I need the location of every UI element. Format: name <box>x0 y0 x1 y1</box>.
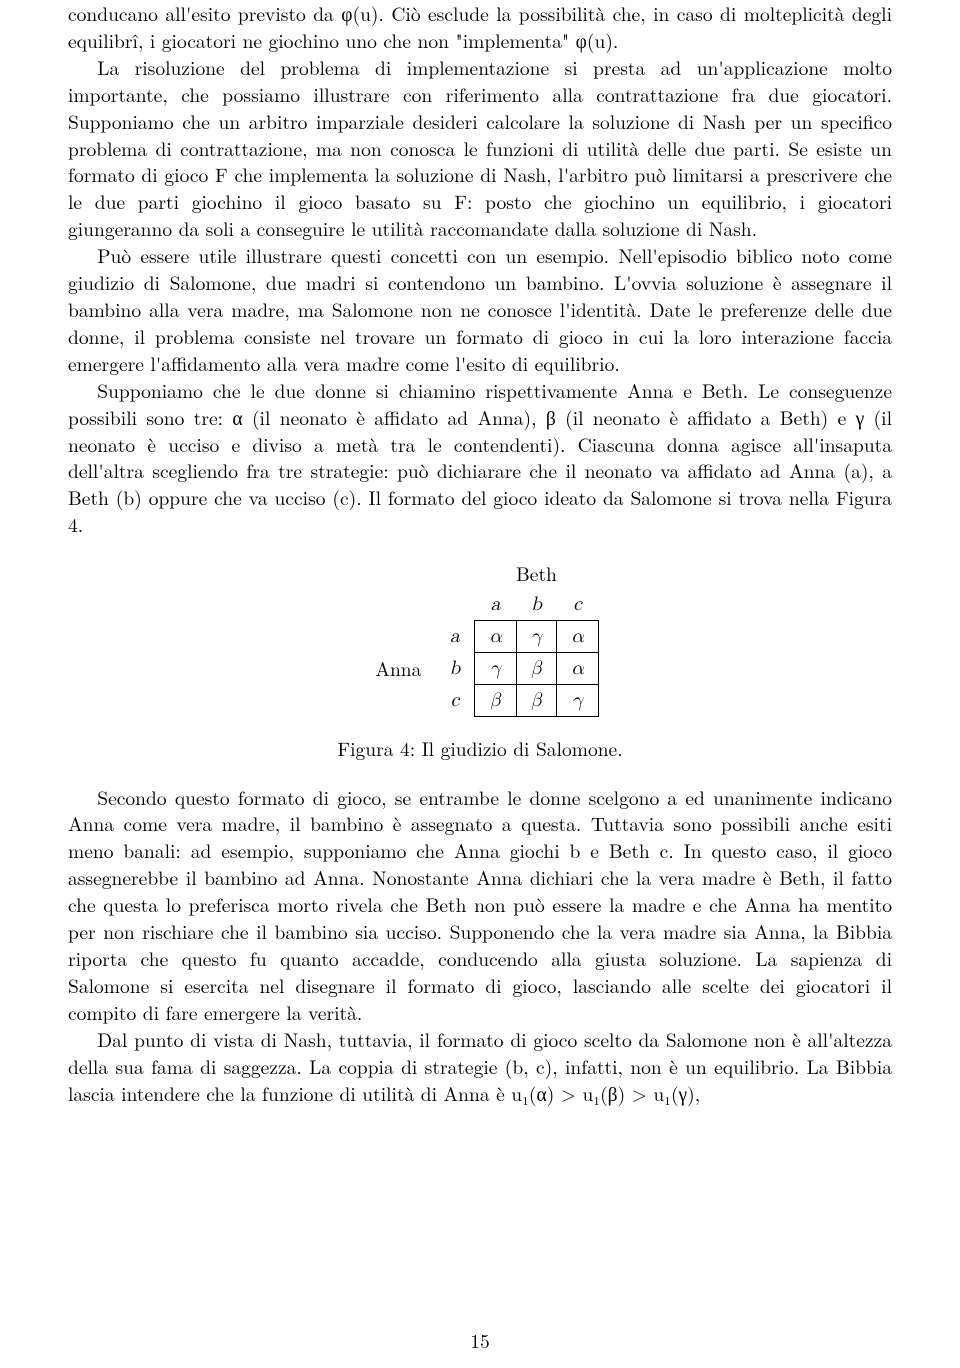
cell-0-2: α <box>557 620 599 652</box>
col-label-c: c <box>557 589 599 620</box>
paragraph-6: Dal punto di vista di Nash, tuttavia, il… <box>68 1026 892 1107</box>
paragraph-4: Supponiamo che le due donne si chiamino … <box>68 377 892 538</box>
cell-0-0: α <box>475 620 517 652</box>
col-player-label: Beth <box>475 558 598 589</box>
row-label-b: b <box>435 652 474 684</box>
cell-2-2: γ <box>557 684 599 716</box>
paragraph-3: Può essere utile illustrare questi conce… <box>68 242 892 377</box>
row-player-label: Anna <box>361 652 435 684</box>
figure-4-table-wrap: Beth a b c a α γ α Anna b γ β α <box>68 558 892 717</box>
paragraph-5: Secondo questo formato di gioco, se entr… <box>68 784 892 1026</box>
cell-1-0: γ <box>475 652 517 684</box>
figure-4-game-matrix: Beth a b c a α γ α Anna b γ β α <box>361 558 598 717</box>
cell-1-2: α <box>557 652 599 684</box>
page: conducano all'esito previsto da φ(u). Ci… <box>0 0 960 1368</box>
cell-2-0: β <box>475 684 517 716</box>
row-label-c: c <box>435 684 474 716</box>
page-number: 15 <box>0 1327 960 1354</box>
figure-4-caption: Figura 4: Il giudizio di Salomone. <box>68 735 892 762</box>
paragraph-2: La risoluzione del problema di implement… <box>68 54 892 242</box>
paragraph-1: conducano all'esito previsto da φ(u). Ci… <box>68 0 892 54</box>
cell-0-1: γ <box>516 620 556 652</box>
cell-2-1: β <box>516 684 556 716</box>
col-label-a: a <box>475 589 517 620</box>
col-label-b: b <box>516 589 556 620</box>
cell-1-1: β <box>516 652 556 684</box>
row-label-a: a <box>435 620 474 652</box>
